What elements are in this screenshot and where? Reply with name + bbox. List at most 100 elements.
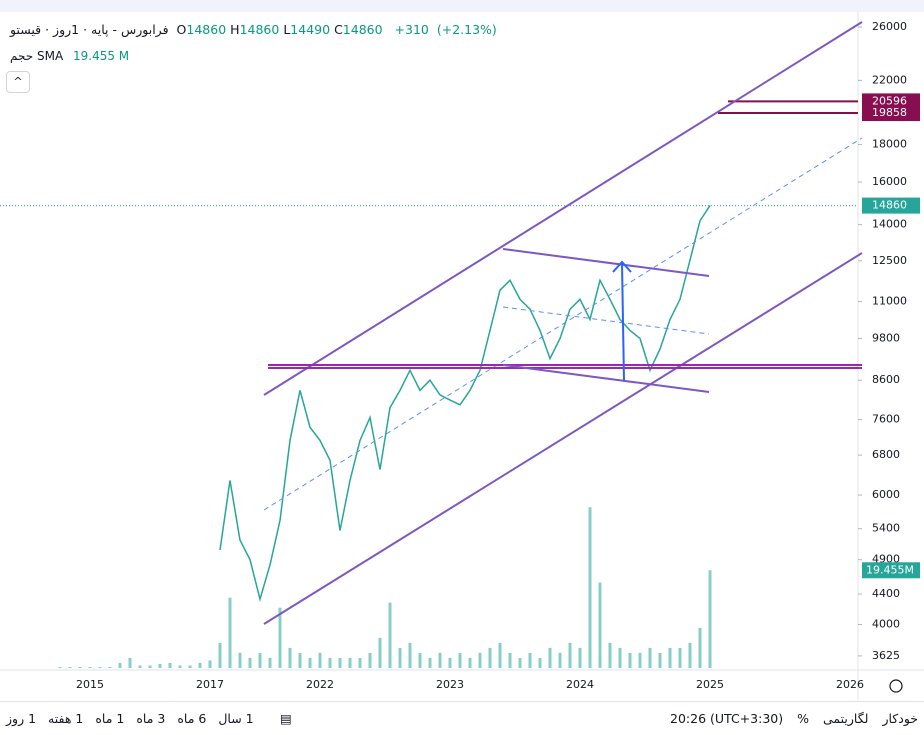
volume-bar	[118, 662, 122, 668]
volume-bar	[368, 652, 372, 668]
volume-bar	[98, 666, 102, 668]
x-tick-label: 2024	[566, 678, 594, 691]
timeframe-button[interactable]: 1 روز	[6, 711, 37, 726]
volume-bar	[428, 657, 432, 668]
volume-bar	[168, 662, 172, 668]
target-arrow	[621, 262, 625, 382]
volume-bar	[688, 642, 692, 668]
last-price-tag	[862, 197, 920, 214]
volume-bar	[498, 642, 502, 668]
x-tick-label: 2017	[196, 678, 224, 691]
volume-title: حجم	[10, 49, 34, 63]
ohlc-key: O	[176, 22, 187, 37]
timeframe-button[interactable]: 1 سال	[218, 711, 254, 726]
toolbar-item[interactable]: لگاریتمی	[823, 711, 869, 726]
volume-bar	[628, 652, 632, 668]
y-tick-label: 22000	[872, 73, 907, 86]
arrow-head	[612, 260, 632, 273]
toolbar-item[interactable]: 20:26 (UTC+3:30)	[670, 711, 784, 726]
y-tick-label: 14000	[872, 218, 907, 231]
volume-bar	[408, 642, 412, 668]
volume-bar	[78, 666, 82, 668]
x-tick-label: 2023	[436, 678, 464, 691]
y-tick-label: 4000	[872, 617, 900, 630]
x-tick-label: 2026	[836, 678, 864, 691]
volume-bar	[138, 665, 142, 668]
y-tick-label: 26000	[872, 20, 907, 33]
volume-bar	[268, 657, 272, 668]
volume-bar	[448, 657, 452, 668]
timeframe-button[interactable]: 3 ماه	[136, 711, 166, 726]
y-tick-label: 8600	[872, 373, 900, 386]
timeframe-button[interactable]: 1 ماه	[95, 711, 125, 726]
volume-bar	[698, 627, 702, 668]
volume-bar	[538, 657, 542, 668]
volume-bar	[668, 647, 672, 668]
volume-bar	[338, 657, 342, 668]
toolbar-item[interactable]: %	[797, 711, 809, 726]
axes: 3625400044004900540060006800760086009800…	[76, 20, 920, 691]
volume-bar	[648, 647, 652, 668]
volume-bar	[558, 652, 562, 668]
flag-lower	[502, 364, 710, 393]
timeframe-button[interactable]: 1 هفته	[48, 711, 84, 726]
volume-bar	[128, 657, 132, 668]
y-tick-label: 4400	[872, 587, 900, 600]
volume-tag	[862, 562, 920, 579]
channel-mid	[263, 137, 863, 511]
volume-bar	[478, 652, 482, 668]
volume-bar	[318, 652, 322, 668]
volume-bar	[58, 666, 62, 668]
ohlc-value: 14860	[186, 22, 227, 37]
volume-legend: حجم SMA 19.455 M	[10, 49, 129, 63]
drawings	[263, 21, 903, 693]
volume-value: 19.455 M	[73, 49, 130, 63]
y-tick-label: 5400	[872, 522, 900, 535]
volume-bar	[228, 597, 232, 668]
volume-bar	[208, 660, 212, 668]
toolbar-item[interactable]: خودکار	[882, 711, 918, 726]
channel-upper	[263, 21, 863, 396]
volume-bar	[438, 652, 442, 668]
volume-bar	[548, 647, 552, 668]
y-tick-label: 6000	[872, 488, 900, 501]
volume-bar	[328, 657, 332, 668]
plot	[0, 100, 858, 668]
legend-header: فرابورس - پایه · 1روز · قیستو O14860 H148…	[10, 22, 501, 37]
volume-bar	[398, 647, 402, 668]
volume-bar	[88, 666, 92, 668]
volume-bar	[188, 665, 192, 668]
volume-bar	[658, 652, 662, 668]
volume-bar	[568, 642, 572, 668]
volume-bar	[578, 647, 582, 668]
volume-bar	[218, 642, 222, 668]
flag-mid	[502, 306, 710, 335]
bottom-toolbar: 1 روز 1 هفته 1 ماه 3 ماه 6 ماه 1 سال ▤ خودکار لگ…	[0, 701, 924, 735]
ohlc-key: C	[334, 22, 343, 37]
y-tick-label: 12500	[872, 254, 907, 267]
volume-bar	[588, 507, 592, 668]
volume-bar	[238, 652, 242, 668]
volume-bar	[148, 665, 152, 668]
y-tick-label: 9800	[872, 331, 900, 344]
price-line	[219, 205, 711, 603]
date-range-icon: ▤	[280, 711, 292, 726]
volume-bar	[388, 602, 392, 668]
volume-bar	[288, 647, 292, 668]
collapse-button[interactable]: ^	[6, 71, 30, 93]
x-tick-label: 2022	[306, 678, 334, 691]
x-tick-label: 2015	[76, 678, 104, 691]
volume-bar	[158, 663, 162, 668]
last-price-label: 14860	[872, 199, 907, 212]
ohlc-value: 14860	[239, 22, 280, 37]
volume-bar	[298, 652, 302, 668]
volume-bar	[278, 607, 282, 668]
timeframe-button[interactable]: 6 ماه	[177, 711, 207, 726]
level-label: 20596	[872, 94, 907, 107]
settings-icon[interactable]	[889, 679, 903, 693]
volume-bar	[488, 647, 492, 668]
ohlc: O14860 H14860 L14490 C14860	[177, 22, 387, 37]
volume-bar	[248, 657, 252, 668]
